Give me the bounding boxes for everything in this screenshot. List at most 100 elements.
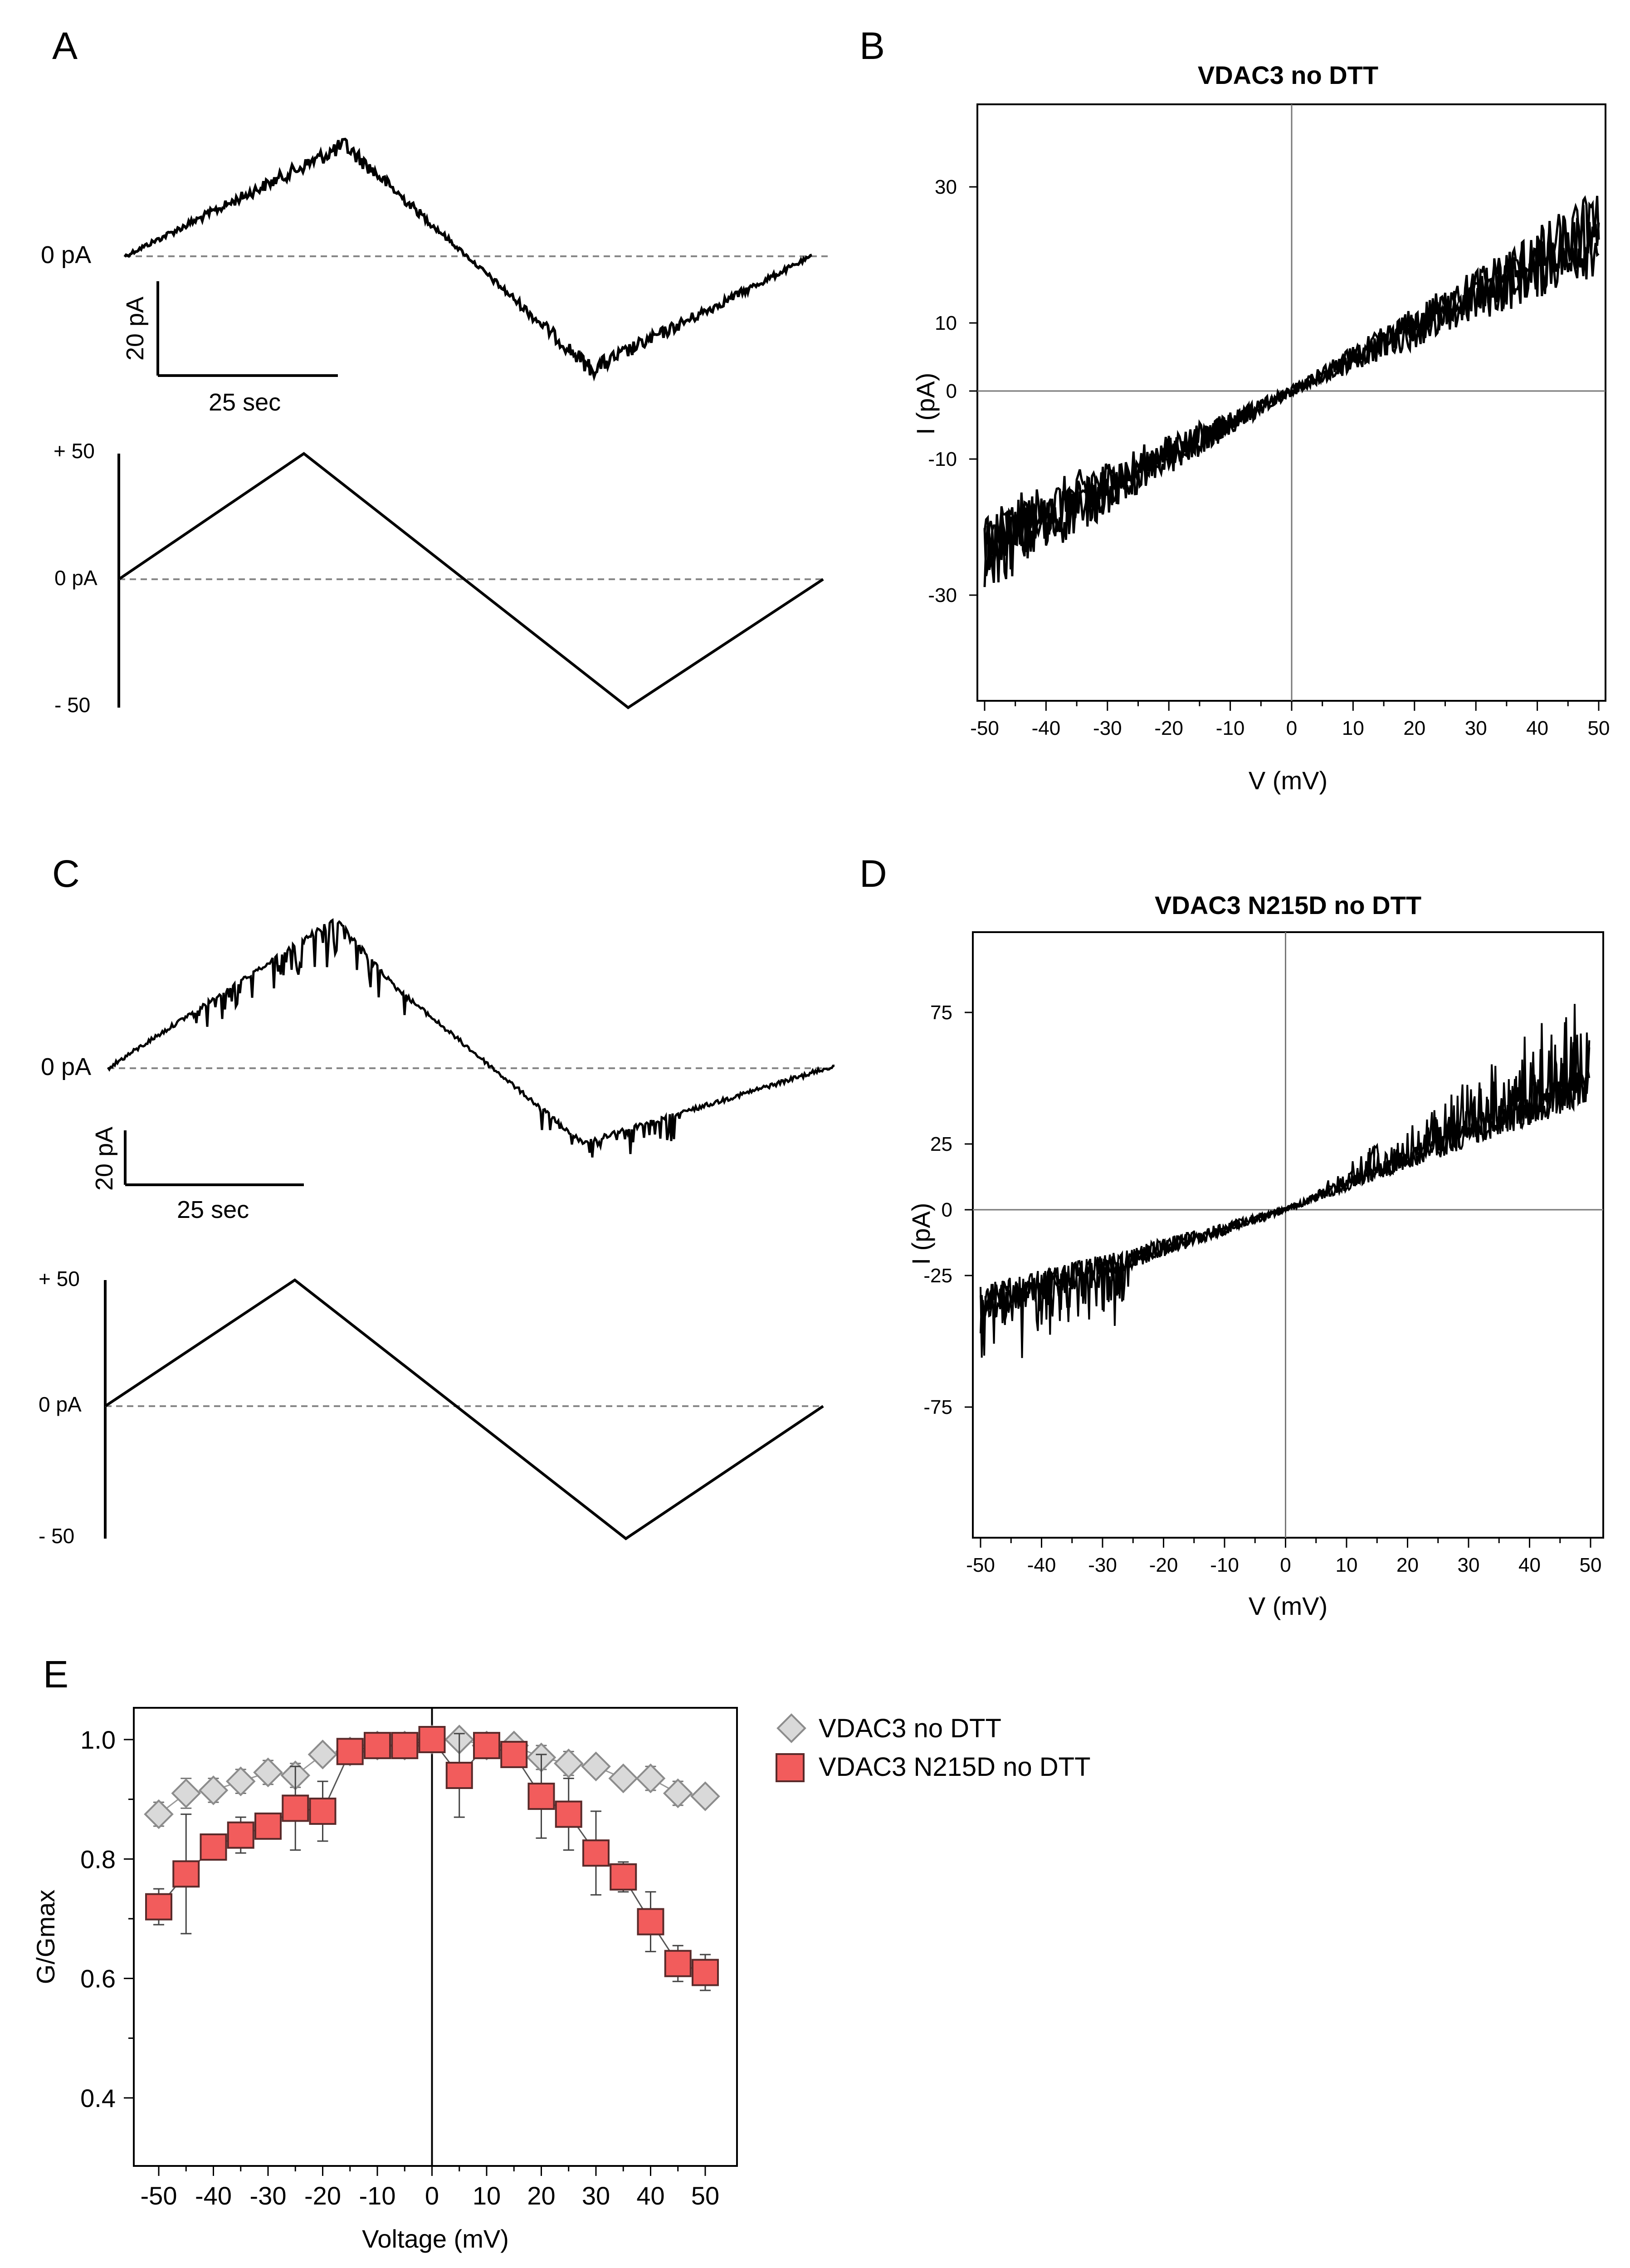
y-tick-label: -25 xyxy=(923,1265,952,1287)
y-tick-label: 75 xyxy=(930,1002,952,1024)
mutant-point xyxy=(692,1959,719,1986)
panel-b-axes: -50 -40 -30 -20 -10 0 10 20 30 40 50 30 10 0 -10 -30 xyxy=(928,104,1610,739)
panel-b-xlabel: V (mV) xyxy=(1249,766,1327,795)
wt-point xyxy=(581,1751,611,1782)
panel-c-ramp-bottom: - 50 xyxy=(39,1524,74,1548)
panel-c-current-trace xyxy=(107,918,835,1158)
panel-d-letter: D xyxy=(859,852,887,895)
wt-point xyxy=(253,1757,283,1788)
mutant-point xyxy=(282,1794,309,1822)
mutant-point xyxy=(254,1812,282,1840)
mutant-point xyxy=(445,1762,473,1789)
panel-c-scale-x-label: 25 sec xyxy=(177,1196,249,1223)
legend-wt-marker xyxy=(776,1713,806,1743)
y-tick-label: 25 xyxy=(930,1133,952,1155)
panel-d-title: VDAC3 N215D no DTT xyxy=(1155,891,1421,919)
mutant-point xyxy=(500,1740,528,1768)
wt-point xyxy=(663,1778,693,1809)
y-tick-label: 0 xyxy=(942,1199,952,1221)
x-tick-label: -50 xyxy=(966,1554,995,1576)
panel-e-letter: E xyxy=(43,1653,68,1696)
mutant-point xyxy=(473,1732,500,1760)
legend-mutant-label: VDAC3 N215D no DTT xyxy=(819,1752,1091,1782)
panel-b-letter: B xyxy=(859,24,885,67)
mutant-point xyxy=(391,1732,419,1760)
y-tick-label: 0.4 xyxy=(80,2084,116,2112)
x-tick-label: -30 xyxy=(1093,717,1122,739)
panel-d-ylabel: I (pA) xyxy=(907,1203,935,1265)
panel-a-ramp-bottom: - 50 xyxy=(54,693,90,717)
x-tick-label: 10 xyxy=(1342,717,1364,739)
mutant-point xyxy=(637,1908,664,1936)
y-tick-label: 10 xyxy=(935,312,957,334)
wt-point xyxy=(225,1766,256,1796)
panel-b-title: VDAC3 no DTT xyxy=(1198,61,1378,89)
x-tick-label: 0 xyxy=(425,2181,439,2210)
panel-d-xlabel: V (mV) xyxy=(1249,1592,1327,1620)
panel-c-scale-y-label: 20 pA xyxy=(91,1127,118,1191)
panel-c-ramp-top: + 50 xyxy=(39,1267,80,1290)
x-tick-label: -40 xyxy=(195,2181,232,2210)
x-tick-label: -10 xyxy=(1216,717,1245,739)
panel-c-ramp-line xyxy=(104,1278,824,1540)
mutant-point xyxy=(610,1863,637,1891)
x-tick-label: 40 xyxy=(1526,717,1548,739)
panel-a-ramp-zero-label: 0 pA xyxy=(54,566,98,590)
x-tick-label: -50 xyxy=(970,717,999,739)
y-tick-label: 0.6 xyxy=(80,1965,116,1993)
panel-e-axes: -50 -40 -30 -20 -10 0 10 20 30 40 50 1.0 0.8 0.6 0.4 xyxy=(80,1708,719,2210)
panel-e-frame xyxy=(133,1707,738,2167)
panel-a-ramp-top: + 50 xyxy=(54,439,95,463)
legend: VDAC3 no DTT VDAC3 N215D no DTT xyxy=(776,1713,1091,1782)
legend-wt-label: VDAC3 no DTT xyxy=(819,1714,1001,1743)
x-tick-label: 20 xyxy=(1403,717,1425,739)
x-tick-label: -30 xyxy=(1088,1554,1117,1576)
y-tick-label: 1.0 xyxy=(80,1725,116,1754)
wt-point xyxy=(171,1778,201,1809)
panel-e-ylabel: G/Gmax xyxy=(31,1890,60,1984)
x-tick-label: 10 xyxy=(473,2181,501,2210)
mutant-point xyxy=(527,1783,555,1810)
mutant-point xyxy=(664,1950,692,1977)
mutant-point xyxy=(364,1732,391,1760)
wt-point xyxy=(553,1748,584,1779)
x-tick-label: -40 xyxy=(1032,717,1061,739)
y-tick-label: -30 xyxy=(928,584,957,606)
x-tick-label: 30 xyxy=(1465,717,1487,739)
x-tick-label: 0 xyxy=(1286,717,1297,739)
wt-point xyxy=(608,1763,639,1794)
panel-d-iv-trace xyxy=(980,1004,1591,1358)
mutant-point xyxy=(336,1738,364,1765)
panel-a-scale-y-label: 20 pA xyxy=(122,297,149,361)
mutant-point xyxy=(555,1800,582,1828)
mutant-point xyxy=(582,1839,610,1867)
panel-a-scale-x-label: 25 sec xyxy=(209,389,281,416)
panel-c-letter: C xyxy=(52,852,80,895)
mutant-point xyxy=(227,1821,254,1849)
x-tick-label: 10 xyxy=(1336,1554,1358,1576)
x-tick-label: -10 xyxy=(359,2181,396,2210)
x-tick-label: -20 xyxy=(304,2181,341,2210)
panel-b-ylabel: I (pA) xyxy=(911,373,940,435)
x-tick-label: 20 xyxy=(527,2181,555,2210)
mutant-point xyxy=(200,1833,227,1861)
panel-d-frame xyxy=(972,931,1604,1539)
legend-mutant-marker xyxy=(776,1753,805,1782)
wt-point xyxy=(635,1763,666,1794)
x-tick-label: 50 xyxy=(1588,717,1610,739)
wt-point xyxy=(198,1775,229,1805)
wt-point xyxy=(690,1781,720,1811)
x-tick-label: 40 xyxy=(636,2181,664,2210)
x-tick-label: -30 xyxy=(250,2181,287,2210)
y-tick-label: 0 xyxy=(946,380,957,402)
panel-c-zero-label: 0 pA xyxy=(41,1053,91,1080)
x-tick-label: 50 xyxy=(1580,1554,1602,1576)
wt-point xyxy=(144,1799,174,1829)
x-tick-label: -20 xyxy=(1149,1554,1178,1576)
panel-a-letter: A xyxy=(52,24,78,67)
mutant-point xyxy=(418,1726,446,1753)
panel-a-current-trace xyxy=(123,137,812,382)
x-tick-label: 0 xyxy=(1280,1554,1291,1576)
panel-a-ramp-line xyxy=(118,452,824,709)
